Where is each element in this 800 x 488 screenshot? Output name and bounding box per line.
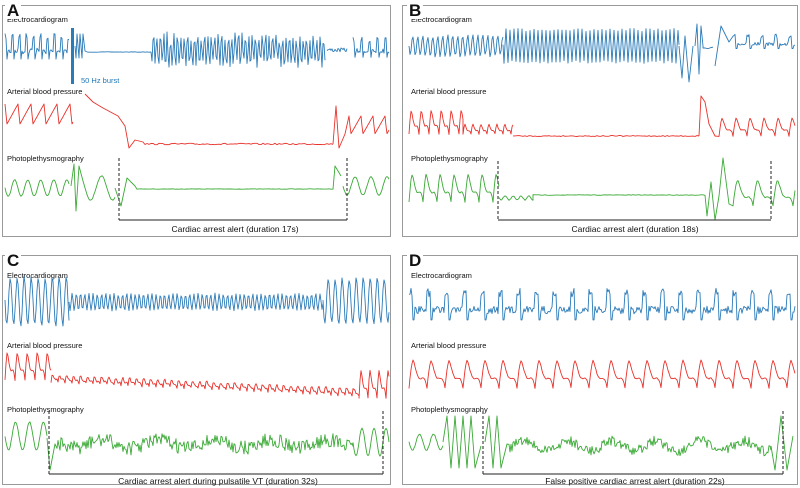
ecg-waveform [4, 33, 70, 60]
ppg-waveform [70, 163, 116, 212]
ppg-waveform [114, 165, 342, 207]
ecg-label: Electrocardiogram [7, 15, 68, 24]
abp-waveform [513, 135, 700, 137]
ppg-waveform [704, 157, 796, 221]
alert-caption: False positive cardiac arrest alert (dur… [545, 476, 725, 486]
panel-letter: C [5, 251, 22, 270]
ppg-waveform [4, 179, 70, 197]
panel-letter: D [407, 251, 424, 270]
panel-d: Electrocardiogram Arterial blood pressur… [402, 251, 798, 486]
abp-label: Arterial blood pressure [411, 341, 486, 350]
ecg-waveform [68, 292, 324, 312]
abp-label: Arterial blood pressure [411, 87, 486, 96]
ecg-waveform [322, 277, 390, 325]
abp-waveform [84, 93, 334, 149]
panel-letter: A [5, 1, 22, 20]
ppg-waveform [484, 415, 772, 469]
ecg-waveform [74, 33, 152, 59]
ppg-label: Photoplethysmography [7, 405, 84, 414]
alert-caption: Cardiac arrest alert (duration 17s) [171, 224, 298, 234]
ecg-label: Electrocardiogram [411, 15, 472, 24]
burst-annotation: 50 Hz burst [81, 76, 120, 85]
ecg-waveform [502, 28, 680, 64]
ecg-waveform [408, 34, 504, 58]
ppg-waveform [46, 433, 354, 471]
ecg-waveform [408, 287, 796, 321]
alert-caption: Cardiac arrest alert (duration 18s) [571, 224, 698, 234]
ecg-waveform [326, 47, 348, 53]
ecg-label: Electrocardiogram [7, 271, 68, 280]
abp-waveform [698, 95, 796, 137]
ecg-waveform [694, 23, 714, 75]
ecg-waveform [4, 275, 70, 327]
ppg-label: Photoplethysmography [411, 405, 488, 414]
abp-label: Arterial blood pressure [7, 87, 82, 96]
ecg-waveform [352, 36, 390, 58]
abp-waveform [50, 374, 360, 397]
panel-c: Electrocardiogram Arterial blood pressur… [2, 251, 391, 486]
panel-a-plot: Electrocardiogram Arterial blood pressur… [4, 15, 390, 234]
panel-b: Electrocardiogram Arterial blood pressur… [402, 1, 798, 237]
panel-b-plot: Electrocardiogram Arterial blood pressur… [408, 15, 796, 234]
ppg-label: Photoplethysmography [411, 154, 488, 163]
alert-caption: Cardiac arrest alert during pulsatile VT… [118, 476, 318, 486]
ecg-waveform [150, 31, 326, 68]
ppg-waveform [352, 427, 390, 457]
ppg-waveform [498, 194, 706, 201]
ppg-waveform [408, 433, 444, 451]
panel-letter: B [407, 1, 424, 20]
abp-waveform [4, 103, 74, 125]
abp-label: Arterial blood pressure [7, 341, 82, 350]
ppg-waveform [342, 176, 390, 196]
panel-d-plot: Electrocardiogram Arterial blood pressur… [408, 271, 796, 486]
abp-waveform [408, 110, 514, 135]
ppg-waveform [4, 421, 48, 451]
panel-a: Electrocardiogram Arterial blood pressur… [2, 1, 391, 237]
panel-c-plot: Electrocardiogram Arterial blood pressur… [4, 271, 390, 486]
burst-marker [71, 28, 74, 84]
ecg-waveform [714, 25, 796, 67]
abp-waveform [408, 359, 796, 389]
ppg-waveform [770, 415, 794, 471]
ppg-waveform [442, 415, 482, 469]
abp-waveform [358, 369, 390, 399]
ppg-waveform [408, 173, 500, 203]
abp-waveform [332, 105, 390, 149]
ecg-label: Electrocardiogram [411, 271, 472, 280]
ppg-label: Photoplethysmography [7, 154, 84, 163]
ecg-waveform [678, 35, 694, 83]
abp-waveform [4, 352, 52, 381]
